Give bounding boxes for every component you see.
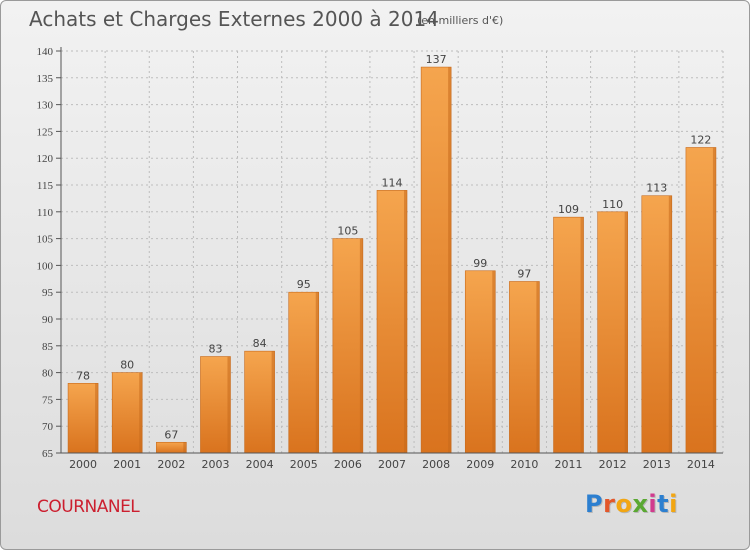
x-tick-label: 2009 — [466, 458, 494, 471]
y-tick-label: 120 — [37, 153, 54, 165]
bar — [67, 383, 99, 454]
proxiti-logo: Proxiti — [585, 490, 678, 518]
x-tick-label: 2013 — [643, 458, 671, 471]
commune-name: COURNANEL — [37, 497, 140, 517]
labels: 78 80 67 83 84 95 105 114 137 99 97 109 110 113 122 — [76, 53, 711, 441]
chart-subtitle: (en milliers d'€) — [417, 14, 504, 27]
y-tick-label: 105 — [37, 234, 54, 246]
data-label: 84 — [253, 337, 267, 350]
bar-shade — [227, 356, 231, 453]
x-tick-label: 2008 — [422, 458, 450, 471]
data-label: 122 — [690, 133, 711, 146]
bar-shade — [668, 195, 672, 453]
logo-letter: r — [603, 490, 616, 518]
data-label: 78 — [76, 369, 90, 382]
data-label: 67 — [164, 428, 178, 441]
x-tick-label: 2004 — [246, 458, 274, 471]
bar — [156, 441, 187, 454]
bar-shade — [359, 238, 363, 453]
logo-letter: t — [657, 490, 670, 518]
data-label: 97 — [517, 267, 531, 280]
bar — [685, 147, 717, 454]
data-label: 114 — [382, 176, 403, 189]
y-tick-label: 90 — [42, 314, 54, 326]
bar — [200, 356, 231, 454]
bar — [553, 216, 584, 454]
x-tick-label: 2014 — [687, 458, 715, 471]
bar-shade — [712, 147, 716, 454]
bar-shade — [183, 442, 187, 453]
x-tick-label: 2003 — [201, 458, 229, 471]
data-label: 113 — [646, 182, 667, 195]
data-label: 137 — [426, 53, 447, 66]
y-tick-label: 85 — [42, 341, 54, 353]
y-tick-label: 95 — [42, 287, 54, 299]
data-label: 80 — [120, 359, 134, 372]
bar-shade — [492, 270, 496, 453]
y-tick-label: 75 — [42, 394, 54, 406]
bar — [420, 66, 452, 454]
data-label: 99 — [473, 257, 487, 270]
bar — [288, 291, 320, 454]
y-tick-label: 65 — [42, 448, 54, 460]
data-label: 110 — [602, 198, 623, 211]
x-tick-label: 2000 — [69, 458, 97, 471]
bar — [464, 270, 496, 454]
y-tick-label: 110 — [37, 207, 54, 219]
y-tick-label: 130 — [37, 100, 54, 112]
x-tick-label: 2011 — [555, 458, 583, 471]
bar — [509, 281, 540, 454]
bar — [111, 372, 143, 454]
bar-shade — [580, 217, 584, 453]
y-tick-label: 140 — [37, 46, 54, 58]
bar-shade — [315, 292, 319, 453]
x-tick-label: 2007 — [378, 458, 406, 471]
y-tick-label: 115 — [37, 180, 54, 192]
logo-letter: x — [632, 490, 649, 518]
axes: 65 70 75 80 85 90 95 100 105 110 115 120 125 130 135 14… — [37, 46, 723, 471]
logo-letter: i — [669, 490, 678, 518]
bars — [67, 66, 717, 454]
y-tick-label: 135 — [37, 73, 54, 85]
logo-letter: P — [585, 490, 604, 518]
y-tick-label: 100 — [37, 260, 54, 272]
bar-shade — [139, 372, 143, 453]
x-tick-label: 2010 — [510, 458, 538, 471]
y-tick-label: 70 — [42, 421, 54, 433]
bar — [641, 195, 673, 454]
y-tick-label: 125 — [37, 126, 54, 138]
bar — [597, 211, 628, 454]
x-tick-label: 2002 — [157, 458, 185, 471]
x-tick-label: 2006 — [334, 458, 362, 471]
bar-shade — [404, 190, 407, 454]
bar — [244, 350, 275, 454]
x-tick-label: 2012 — [599, 458, 627, 471]
data-label: 109 — [558, 203, 579, 216]
data-label: 83 — [208, 343, 222, 356]
bar-shade — [448, 67, 452, 453]
bar-shade — [624, 211, 628, 453]
bar-shade — [271, 351, 275, 453]
data-label: 105 — [337, 225, 358, 238]
y-tick-label: 80 — [42, 368, 54, 380]
bar-shade — [536, 281, 540, 453]
chart-title: Achats et Charges Externes 2000 à 2014 — [29, 7, 439, 31]
x-tick-label: 2001 — [113, 458, 141, 471]
data-label: 95 — [297, 278, 311, 291]
bar-shade — [95, 383, 99, 453]
logo-letter: o — [615, 490, 633, 518]
logo-letter: i — [648, 490, 658, 518]
x-tick-label: 2005 — [290, 458, 318, 471]
bar — [376, 190, 408, 454]
bar — [332, 238, 364, 454]
